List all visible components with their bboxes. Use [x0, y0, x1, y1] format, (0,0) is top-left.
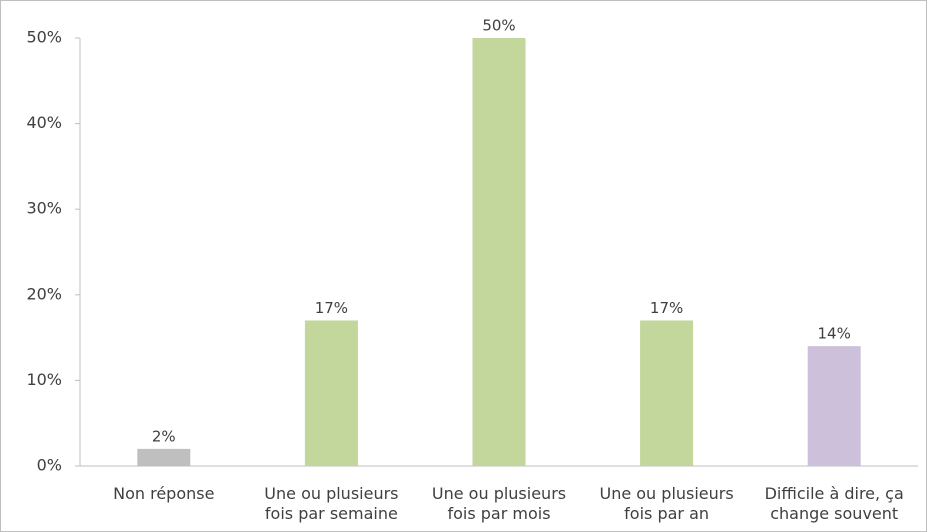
y-tick-label: 0% [37, 456, 62, 475]
bar [137, 448, 191, 466]
bar [640, 320, 694, 466]
y-tick-label: 50% [26, 28, 62, 47]
value-label: 50% [482, 17, 515, 35]
x-tick-label: Une ou plusieurs fois par an [599, 484, 734, 523]
bar [304, 320, 358, 466]
value-label: 14% [818, 325, 851, 343]
y-tick-label: 10% [26, 370, 62, 389]
y-tick-label: 20% [26, 284, 62, 303]
x-tick-label: Une ou plusieurs fois par semaine [264, 484, 399, 523]
value-label: 2% [152, 427, 176, 445]
x-tick-label: Non réponse [113, 484, 215, 503]
y-tick-label: 40% [26, 113, 62, 132]
x-tick-label: Difficile à dire, ça change souvent [764, 484, 904, 523]
x-tick-label: Une ou plusieurs fois par mois [431, 484, 567, 523]
bar [807, 346, 861, 466]
y-tick-label: 30% [26, 199, 62, 218]
bar [472, 38, 526, 466]
value-label: 17% [650, 299, 683, 317]
value-label: 17% [315, 299, 348, 317]
